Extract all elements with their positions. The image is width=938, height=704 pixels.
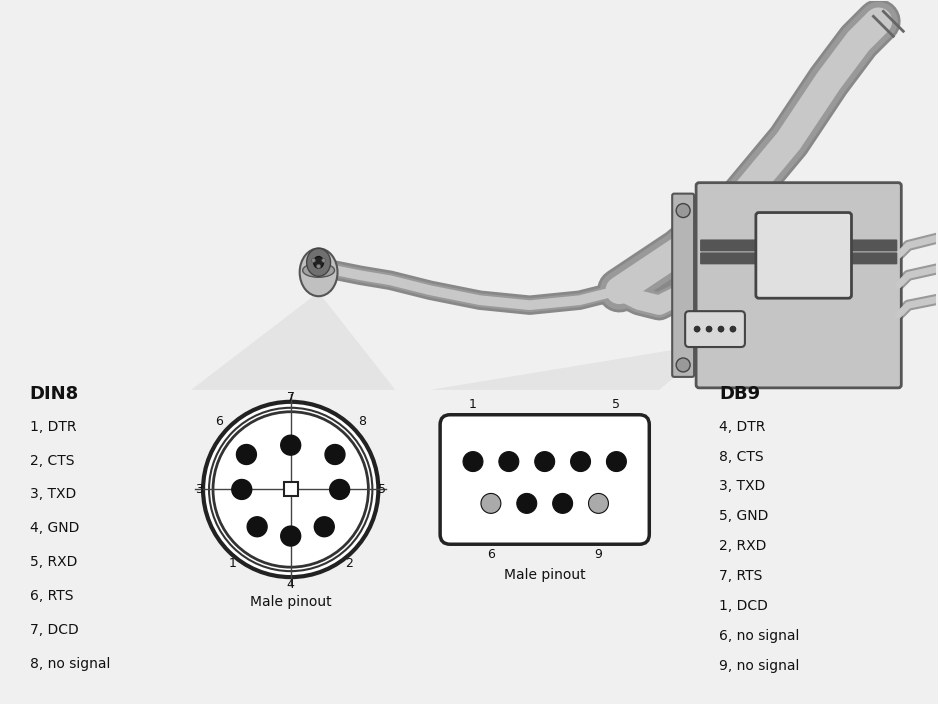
Circle shape <box>676 203 690 218</box>
Circle shape <box>718 326 724 332</box>
Circle shape <box>209 408 372 571</box>
Text: 9: 9 <box>595 548 602 561</box>
Polygon shape <box>431 343 715 390</box>
Circle shape <box>232 479 251 499</box>
Text: 2, CTS: 2, CTS <box>30 453 74 467</box>
FancyBboxPatch shape <box>673 194 694 377</box>
Text: 7, RTS: 7, RTS <box>719 569 763 583</box>
Ellipse shape <box>307 249 330 276</box>
Circle shape <box>607 451 627 472</box>
Circle shape <box>552 494 572 513</box>
Circle shape <box>463 451 483 472</box>
Text: 6, no signal: 6, no signal <box>719 629 799 643</box>
Text: 2: 2 <box>345 557 353 570</box>
Text: 7: 7 <box>287 391 295 404</box>
Text: 6, RTS: 6, RTS <box>30 589 73 603</box>
Text: 5, GND: 5, GND <box>719 510 768 523</box>
Circle shape <box>213 412 369 567</box>
Text: 8, no signal: 8, no signal <box>30 657 110 671</box>
FancyBboxPatch shape <box>696 182 901 388</box>
Circle shape <box>481 494 501 513</box>
Polygon shape <box>191 292 395 390</box>
Text: 6: 6 <box>216 415 223 427</box>
Circle shape <box>325 444 345 465</box>
Text: 4, GND: 4, GND <box>30 522 79 535</box>
Text: 3, TXD: 3, TXD <box>719 479 765 494</box>
Circle shape <box>329 479 350 499</box>
Circle shape <box>570 451 591 472</box>
Circle shape <box>236 444 256 465</box>
Text: 5: 5 <box>378 483 386 496</box>
Circle shape <box>535 451 554 472</box>
Circle shape <box>588 494 609 513</box>
FancyBboxPatch shape <box>700 253 898 264</box>
Text: 7, DCD: 7, DCD <box>30 623 79 637</box>
Circle shape <box>280 435 301 455</box>
Text: 1, DTR: 1, DTR <box>30 420 76 434</box>
Circle shape <box>706 326 712 332</box>
Ellipse shape <box>313 256 324 268</box>
Text: Male pinout: Male pinout <box>250 595 331 609</box>
Text: 6: 6 <box>487 548 495 561</box>
Text: 8, CTS: 8, CTS <box>719 450 764 464</box>
Text: 1: 1 <box>229 557 236 570</box>
Circle shape <box>676 358 690 372</box>
FancyBboxPatch shape <box>756 213 852 298</box>
Text: 4: 4 <box>287 578 295 591</box>
FancyBboxPatch shape <box>700 239 898 251</box>
FancyBboxPatch shape <box>685 311 745 347</box>
Circle shape <box>317 264 321 268</box>
Ellipse shape <box>303 263 335 277</box>
Ellipse shape <box>299 249 338 296</box>
Circle shape <box>311 258 315 263</box>
Text: 2, RXD: 2, RXD <box>719 539 766 553</box>
FancyBboxPatch shape <box>440 415 649 544</box>
Circle shape <box>499 451 519 472</box>
Text: 3, TXD: 3, TXD <box>30 487 76 501</box>
Circle shape <box>314 517 334 536</box>
Text: DIN8: DIN8 <box>30 385 79 403</box>
Circle shape <box>248 517 267 536</box>
Circle shape <box>203 402 378 577</box>
Circle shape <box>280 526 301 546</box>
Circle shape <box>517 494 537 513</box>
Text: 8: 8 <box>358 415 366 427</box>
Text: DB9: DB9 <box>719 385 760 403</box>
Text: 9, no signal: 9, no signal <box>719 659 799 673</box>
Circle shape <box>322 258 325 263</box>
Text: 5: 5 <box>613 398 620 410</box>
Text: 5, RXD: 5, RXD <box>30 555 77 570</box>
Text: 4, DTR: 4, DTR <box>719 420 765 434</box>
Text: 1: 1 <box>469 398 477 410</box>
Circle shape <box>730 326 736 332</box>
Text: Male pinout: Male pinout <box>504 568 585 582</box>
FancyBboxPatch shape <box>283 482 297 496</box>
Circle shape <box>694 326 700 332</box>
Text: 1, DCD: 1, DCD <box>719 599 768 613</box>
Text: 3: 3 <box>195 483 203 496</box>
